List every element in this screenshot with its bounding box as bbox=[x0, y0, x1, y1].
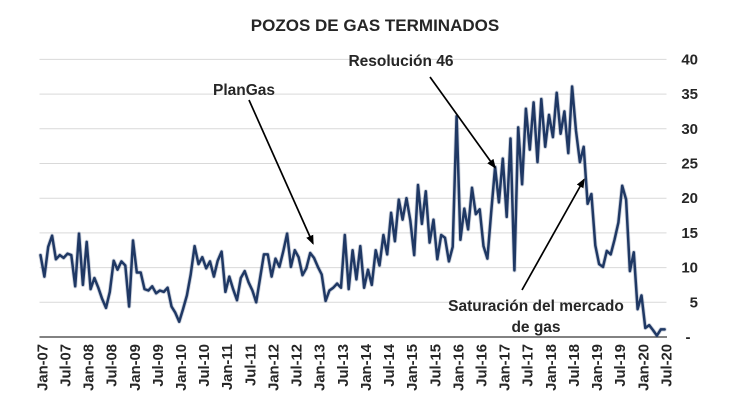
svg-text:-: - bbox=[686, 329, 691, 346]
svg-text:Jan-08: Jan-08 bbox=[81, 344, 97, 391]
svg-text:Jul-14: Jul-14 bbox=[382, 343, 398, 387]
svg-text:de gas: de gas bbox=[511, 319, 560, 336]
svg-text:Jul-13: Jul-13 bbox=[336, 344, 352, 387]
svg-text:Jul-17: Jul-17 bbox=[521, 344, 537, 387]
svg-text:Jul-11: Jul-11 bbox=[243, 344, 259, 386]
svg-text:Jan-16: Jan-16 bbox=[451, 344, 467, 391]
svg-text:Jan-12: Jan-12 bbox=[267, 344, 283, 391]
svg-text:Jul-20: Jul-20 bbox=[659, 344, 675, 387]
svg-text:Jan-17: Jan-17 bbox=[498, 344, 514, 391]
svg-text:20: 20 bbox=[681, 190, 698, 207]
svg-text:Jan-18: Jan-18 bbox=[544, 344, 560, 391]
svg-text:15: 15 bbox=[681, 225, 698, 242]
svg-text:10: 10 bbox=[681, 260, 698, 277]
svg-text:Jan-09: Jan-09 bbox=[128, 344, 144, 391]
svg-text:5: 5 bbox=[690, 294, 698, 311]
svg-text:POZOS DE GAS TERMINADOS: POZOS DE GAS TERMINADOS bbox=[251, 16, 499, 35]
svg-text:Jan-15: Jan-15 bbox=[405, 344, 421, 391]
svg-text:Jan-14: Jan-14 bbox=[359, 343, 375, 391]
svg-text:25: 25 bbox=[681, 156, 698, 173]
svg-text:Jul-15: Jul-15 bbox=[428, 344, 444, 387]
svg-text:Jul-10: Jul-10 bbox=[197, 344, 213, 387]
svg-text:Jul-07: Jul-07 bbox=[58, 344, 74, 387]
svg-text:Jul-18: Jul-18 bbox=[567, 344, 583, 387]
svg-text:PlanGas: PlanGas bbox=[213, 82, 275, 99]
svg-text:35: 35 bbox=[681, 86, 698, 103]
svg-text:Jul-16: Jul-16 bbox=[475, 344, 491, 387]
svg-text:Jan-19: Jan-19 bbox=[590, 344, 606, 391]
svg-text:Jan-07: Jan-07 bbox=[35, 344, 51, 391]
svg-text:Jul-19: Jul-19 bbox=[613, 344, 629, 387]
svg-text:Jan-11: Jan-11 bbox=[220, 344, 236, 390]
svg-text:Jul-08: Jul-08 bbox=[105, 344, 121, 387]
svg-text:Jan-13: Jan-13 bbox=[313, 344, 329, 391]
svg-text:40: 40 bbox=[681, 51, 698, 68]
svg-text:Jan-20: Jan-20 bbox=[636, 344, 652, 391]
svg-text:Jul-09: Jul-09 bbox=[151, 344, 167, 387]
svg-text:Resolución 46: Resolución 46 bbox=[348, 53, 453, 70]
svg-text:Jan-10: Jan-10 bbox=[174, 344, 190, 391]
svg-text:Jul-12: Jul-12 bbox=[290, 344, 306, 387]
svg-text:30: 30 bbox=[681, 121, 698, 138]
svg-text:Saturación del mercado: Saturación del mercado bbox=[448, 298, 624, 315]
